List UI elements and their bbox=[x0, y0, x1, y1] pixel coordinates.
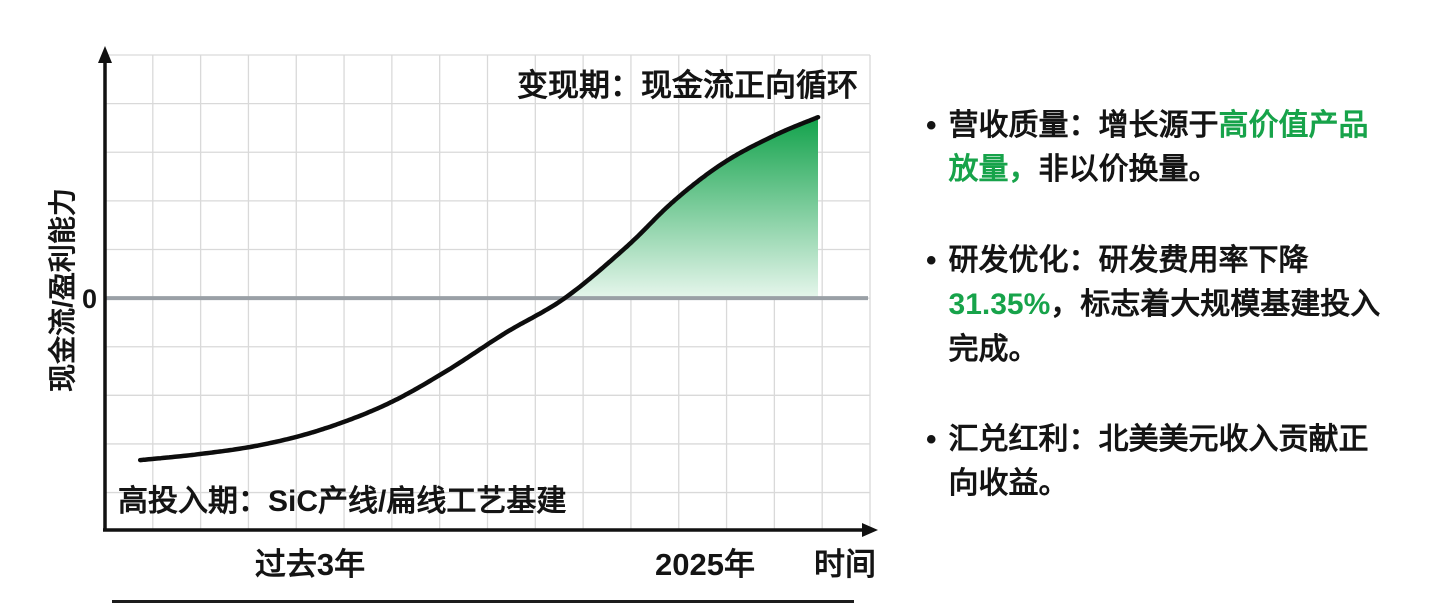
annotation-investment: 高投入期：SiC产线/扁线工艺基建 bbox=[118, 485, 566, 518]
bullet-item: • 营收质量：增长源于高价值产品放量，非以价换量。 bbox=[926, 104, 1384, 193]
cashflow-chart: 变现期：现金流正向循环 高投入期：SiC产线/扁线工艺基建 现金流/盈利能力 0… bbox=[46, 46, 878, 582]
bullet-item: • 研发优化：研发费用率下降 31.35%，标志着大规模基建投入完成。 bbox=[926, 239, 1384, 372]
zero-tick-label: 0 bbox=[82, 284, 97, 314]
y-axis-label: 现金流/盈利能力 bbox=[46, 188, 78, 392]
positive-cashflow-area bbox=[564, 117, 818, 299]
bullet-text-segment: 31.35% bbox=[948, 288, 1051, 322]
annotation-monetization: 变现期：现金流正向循环 bbox=[517, 68, 858, 103]
x-tick-2025: 2025年 bbox=[655, 547, 755, 582]
bullet-text-segment: 营收质量：增长源于 bbox=[948, 109, 1219, 142]
axes bbox=[98, 46, 878, 537]
bullet-text: 研发优化：研发费用率下降 31.35%，标志着大规模基建投入完成。 bbox=[949, 239, 1384, 372]
bullet-text: 营收质量：增长源于高价值产品放量，非以价换量。 bbox=[949, 104, 1384, 193]
chart-area: 变现期：现金流正向循环 高投入期：SiC产线/扁线工艺基建 现金流/盈利能力 0… bbox=[46, 46, 878, 582]
bullet-text-segment: ，标志着大规模基建投入完成。 bbox=[948, 288, 1381, 366]
x-tick-past-3-years: 过去3年 bbox=[255, 547, 365, 582]
bullet-text-segment: 研发优化：研发费用率下降 bbox=[948, 243, 1309, 277]
bottom-edge-line bbox=[112, 600, 854, 603]
cashflow-curve bbox=[137, 114, 821, 463]
bullet-text-segment: 汇兑红利：北美美元收入贡献正向收益。 bbox=[948, 422, 1369, 501]
bullet-text-segment: 非以价换量。 bbox=[1038, 153, 1219, 187]
bullet-text-segment: 高价值产品放量， bbox=[948, 109, 1369, 187]
bullet-text: 汇兑红利：北美美元收入贡献正向收益。 bbox=[949, 418, 1384, 507]
bullet-item: • 汇兑红利：北美美元收入贡献正向收益。 bbox=[926, 418, 1384, 507]
bullet-marker: • bbox=[926, 243, 937, 277]
key-points: • 营收质量：增长源于高价值产品放量，非以价换量。 • 研发优化：研发费用率下降 31… bbox=[900, 0, 1430, 603]
bullet-marker: • bbox=[926, 109, 937, 142]
x-axis-title: 时间 bbox=[814, 547, 876, 582]
bullet-marker: • bbox=[926, 422, 937, 456]
